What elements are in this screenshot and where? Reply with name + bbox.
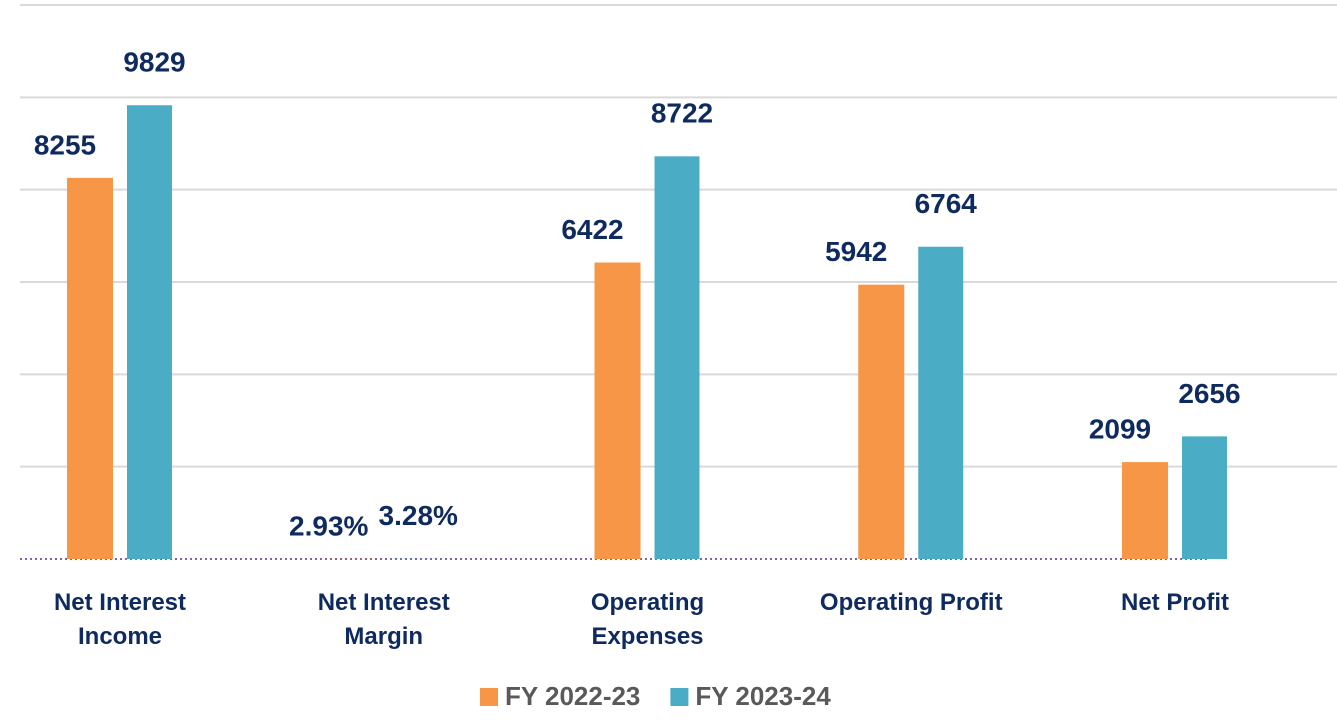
data-label: 9829 xyxy=(123,47,185,78)
x-tick-label: Operating Expenses xyxy=(590,589,705,650)
bar xyxy=(654,156,700,559)
legend-swatch xyxy=(670,688,689,706)
x-tick-label: Net Interest Income xyxy=(53,589,187,650)
legend-swatch xyxy=(480,688,498,706)
data-label: 2099 xyxy=(1089,413,1151,444)
bar xyxy=(127,105,172,559)
bar xyxy=(1182,436,1227,559)
x-tick-label: Net Interest Margin xyxy=(317,589,450,650)
legend-label: FY 2022-23 xyxy=(505,681,640,711)
bar xyxy=(918,246,964,559)
data-label: 6422 xyxy=(561,214,623,245)
bar xyxy=(594,262,641,559)
bar xyxy=(1122,462,1168,559)
bar xyxy=(858,284,905,559)
data-label: 3.28% xyxy=(379,500,458,531)
data-label: 8255 xyxy=(34,129,96,160)
data-label: 2.93% xyxy=(289,510,368,541)
data-label: 5942 xyxy=(825,236,887,267)
x-tick-label: Net Profit xyxy=(1121,589,1229,616)
legend-label: FY 2023-24 xyxy=(695,681,831,711)
bar xyxy=(67,177,113,559)
data-label: 2656 xyxy=(1178,378,1240,409)
x-tick-label: Operating Profit xyxy=(819,589,1003,616)
data-label: 6764 xyxy=(915,188,978,219)
data-label: 8722 xyxy=(651,98,713,129)
